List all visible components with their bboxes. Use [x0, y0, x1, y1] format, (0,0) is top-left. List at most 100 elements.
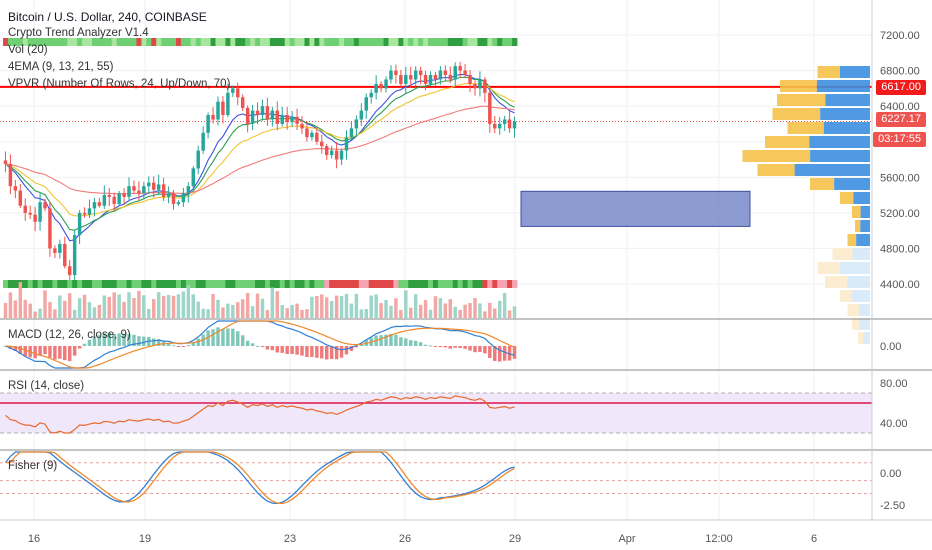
trend-cell-top: [171, 38, 177, 46]
vpvr-row-buy: [839, 262, 870, 274]
indicator-ema[interactable]: 4EMA (9, 13, 21, 55): [8, 61, 114, 73]
trend-cell-top: [348, 38, 355, 46]
trend-cell-bottom: [215, 280, 221, 288]
volume-bar: [240, 299, 245, 318]
trend-cell-bottom: [200, 280, 207, 288]
indicator-vpvr[interactable]: VPVR (Number Of Rows, 24, Up/Down, 70): [8, 78, 231, 90]
trend-cell-bottom: [373, 280, 380, 288]
macd-histogram-bar: [97, 335, 102, 346]
trend-cell-top: [195, 38, 202, 46]
fisher-pane: [0, 449, 872, 505]
candle-body: [117, 193, 121, 204]
volume-bar: [265, 310, 270, 318]
trend-cell-bottom: [111, 280, 118, 288]
candle-body: [211, 115, 215, 120]
macd-histogram-bar: [413, 340, 418, 346]
trend-cell-bottom: [477, 280, 483, 288]
volume-bar: [260, 298, 265, 318]
volume-bar: [512, 306, 517, 318]
price-axis[interactable]: 7200.006800.006400.006000.005600.005200.…: [871, 0, 920, 520]
time-axis[interactable]: 16 19 23 26 29 Apr 12:00 6: [0, 519, 932, 545]
candle-body: [344, 137, 349, 151]
trend-cell-bottom: [72, 280, 78, 288]
vpvr-row-buy: [858, 304, 870, 316]
symbol-title: Bitcoin / U.S. Dollar, 240, COINBASE: [8, 10, 207, 24]
trend-cell-top: [378, 38, 384, 46]
trend-cell-bottom: [269, 280, 276, 288]
macd-label[interactable]: MACD (12, 26, close, 9): [8, 329, 131, 341]
macd-histogram-bar: [132, 334, 136, 346]
candle-body: [240, 97, 245, 108]
volume-bar: [3, 302, 8, 318]
rsi-pane: [0, 392, 872, 434]
trend-cell-bottom: [96, 280, 103, 288]
candle-body: [13, 186, 18, 191]
trend-cell-bottom: [151, 280, 157, 288]
candle-body: [359, 110, 364, 120]
vpvr-row-sell: [855, 220, 861, 232]
volume-bar: [127, 292, 131, 318]
trend-cell-bottom: [91, 280, 98, 288]
macd-histogram-bar: [142, 336, 146, 346]
trend-cell-top: [72, 38, 78, 46]
candle-body: [23, 205, 27, 213]
indicator-trend-analyzer[interactable]: Crypto Trend Analyzer V1.4: [8, 27, 149, 39]
trend-cell-top: [477, 38, 483, 46]
trend-cell-top: [57, 38, 63, 46]
volume-bar: [92, 307, 97, 318]
candle-body: [384, 79, 388, 89]
trend-cell-bottom: [141, 280, 147, 288]
candle-body: [339, 150, 344, 160]
fisher-label[interactable]: Fisher (9): [8, 460, 58, 472]
macd-histogram-bar: [206, 330, 210, 346]
volume-bar: [369, 295, 373, 318]
trend-cell-bottom: [353, 280, 360, 288]
macd-histogram-bar: [186, 345, 191, 347]
trend-cell-bottom: [299, 280, 305, 288]
volume-bar: [18, 282, 23, 318]
trend-cell-top: [161, 38, 167, 46]
macd-histogram-bar: [166, 342, 171, 346]
trend-cell-top: [452, 38, 459, 46]
macd-histogram-bar: [102, 333, 107, 346]
trend-cell-top: [398, 38, 404, 46]
trend-cell-top: [432, 38, 439, 46]
trend-cell-bottom: [363, 280, 370, 288]
last-price-badge: 6227.17: [876, 112, 926, 127]
vpvr-row-sell: [852, 206, 861, 218]
volume-bar: [339, 296, 344, 318]
candle-body: [478, 79, 482, 89]
trend-cell-top: [91, 38, 98, 46]
trend-cell-top: [344, 38, 350, 46]
trend-cell-top: [269, 38, 276, 46]
macd-histogram-bar: [448, 346, 453, 349]
trend-cell-bottom: [146, 280, 152, 288]
trend-cell-top: [12, 38, 19, 46]
candle-body: [196, 150, 200, 169]
macd-histogram-bar: [53, 346, 57, 360]
resistance-price-badge: 6617.00: [876, 80, 926, 95]
trend-cell-bottom: [190, 280, 197, 288]
trend-cell-bottom: [452, 280, 459, 288]
candle-body: [231, 88, 235, 93]
vpvr-row-sell: [840, 192, 854, 204]
trend-cell-bottom: [12, 280, 19, 288]
macd-histogram-bar: [285, 346, 289, 354]
rsi-label[interactable]: RSI (14, close): [8, 380, 85, 392]
volume-bars: [3, 282, 517, 318]
time-tick-label: 29: [509, 533, 521, 545]
volume-bar: [236, 302, 240, 318]
candle-body: [58, 243, 62, 253]
trend-cell-top: [17, 38, 24, 46]
candle-body: [216, 101, 220, 120]
macd-histogram-bar: [117, 333, 121, 346]
indicator-volume[interactable]: Vol (20): [8, 44, 48, 56]
volume-bar: [82, 294, 87, 318]
macd-histogram-bar: [87, 339, 92, 346]
macd-histogram-bar: [18, 346, 23, 354]
macd-histogram-bar: [458, 346, 462, 349]
candle-body: [300, 123, 304, 129]
trend-cell-bottom: [467, 280, 473, 288]
vpvr-row-sell: [772, 108, 821, 120]
